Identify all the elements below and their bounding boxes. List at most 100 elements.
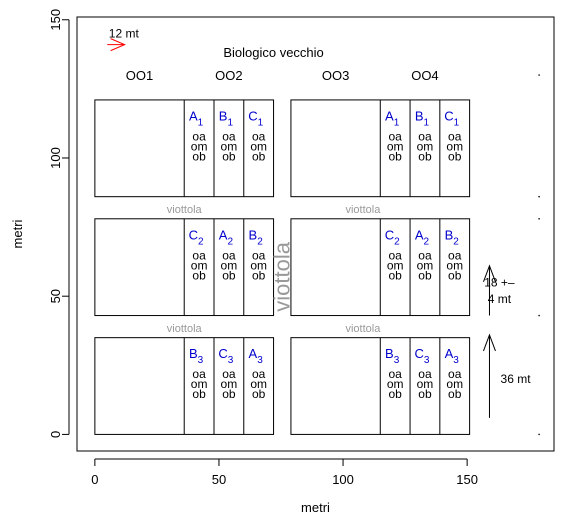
subplot-label: ob (388, 150, 402, 164)
subplot-label: oa (192, 367, 206, 381)
x-tick-label: 50 (212, 472, 226, 487)
dimension-annotation: 4 mt (488, 292, 512, 306)
treatment-label: C1 (444, 109, 459, 129)
treatment-label: B1 (415, 109, 430, 129)
treatment-label: A3 (249, 346, 264, 366)
treatment-label: B3 (385, 346, 400, 366)
y-tick-label: 0 (48, 431, 63, 438)
subplot-label: om (191, 140, 208, 154)
subplot-label: oa (418, 130, 432, 144)
subplot-label: oa (418, 248, 432, 262)
subplot-label: om (387, 258, 404, 272)
treatment-label: A2 (219, 227, 234, 247)
treatment-label: C2 (189, 227, 204, 247)
subplot-label: oa (222, 367, 236, 381)
path-label: viottola (345, 204, 381, 216)
path-label-vertical: viottola (269, 241, 294, 311)
subplot-label: om (387, 377, 404, 391)
subplot-label: om (250, 258, 267, 272)
subplot-label: ob (252, 387, 266, 401)
subplot-label: om (417, 258, 434, 272)
subplot-label: oa (448, 367, 462, 381)
group-label: OO2 (215, 68, 242, 83)
treatment-label: A1 (385, 109, 400, 129)
path-label: viottola (345, 323, 381, 335)
dimension-annotation: 18 +– (484, 275, 515, 289)
subplot-label: ob (388, 387, 402, 401)
treatment-label: C3 (414, 346, 429, 366)
subplot-label: oa (418, 367, 432, 381)
y-tick-label: 50 (48, 289, 63, 303)
subplot-label: ob (418, 387, 432, 401)
margin-dot (538, 74, 540, 76)
subplot-label: ob (192, 387, 206, 401)
treatment-label: B1 (219, 109, 234, 129)
subplot-label: ob (388, 268, 402, 282)
subplot-label: om (446, 140, 463, 154)
subplot-label: om (221, 140, 238, 154)
subplot-label: ob (252, 268, 266, 282)
subplot-label: oa (192, 130, 206, 144)
subplot-label: oa (448, 130, 462, 144)
subplot-label: om (221, 377, 238, 391)
group-label: OO4 (411, 68, 438, 83)
spacing-arrow-head (483, 264, 496, 282)
scale-label: 12 mt (109, 27, 140, 41)
subplot-label: om (250, 140, 267, 154)
subplot-label: oa (252, 248, 266, 262)
subplot-label: ob (192, 150, 206, 164)
subplot-label: oa (388, 248, 402, 262)
dimension-annotation: 36 mt (501, 372, 532, 386)
treatment-label: A2 (415, 227, 430, 247)
subplot-label: ob (222, 387, 236, 401)
x-tick-label: 0 (91, 472, 98, 487)
scale-arrow-head (110, 38, 126, 52)
subplot-label: ob (192, 268, 206, 282)
x-axis-label: metri (301, 500, 330, 515)
width-arrow-head (483, 333, 496, 352)
subplot-label: om (446, 377, 463, 391)
treatment-label: C1 (248, 109, 263, 129)
margin-dot (538, 433, 540, 436)
subplot-label: om (250, 377, 267, 391)
subplot-label: ob (418, 150, 432, 164)
plot-title: Biologico vecchio (223, 45, 323, 60)
subplot-label: om (387, 140, 404, 154)
subplot-label: ob (448, 268, 462, 282)
subplot-label: oa (388, 367, 402, 381)
plot-frame (76, 16, 555, 452)
subplot-label: oa (448, 248, 462, 262)
subplot-label: om (417, 140, 434, 154)
treatment-label: C3 (218, 346, 233, 366)
margin-dot (538, 314, 540, 317)
margin-dot (538, 195, 540, 198)
treatment-label: A1 (189, 109, 204, 129)
subplot-label: om (221, 258, 238, 272)
y-tick-label: 100 (48, 147, 63, 169)
margin-dot (538, 217, 540, 220)
subplot-label: ob (448, 150, 462, 164)
subplot-label: ob (418, 268, 432, 282)
subplot-label: oa (222, 130, 236, 144)
subplot-label: oa (252, 130, 266, 144)
path-label: viottola (167, 323, 203, 335)
subplot-label: om (417, 377, 434, 391)
subplot-label: ob (448, 387, 462, 401)
subplot-label: oa (192, 248, 206, 262)
y-tick-label: 150 (48, 9, 63, 31)
subplot-label: om (191, 258, 208, 272)
treatment-label: B2 (249, 227, 264, 247)
subplot-label: oa (222, 248, 236, 262)
subplot-label: oa (388, 130, 402, 144)
path-label: viottola (167, 204, 203, 216)
y-axis-label: metri (10, 219, 25, 248)
treatment-label: B2 (445, 227, 460, 247)
group-label: OO1 (126, 68, 153, 83)
subplot-label: ob (222, 268, 236, 282)
x-tick-label: 150 (456, 472, 478, 487)
x-tick-label: 100 (332, 472, 354, 487)
treatment-label: A3 (445, 346, 460, 366)
treatment-label: C2 (385, 227, 400, 247)
subplot-label: ob (252, 150, 266, 164)
